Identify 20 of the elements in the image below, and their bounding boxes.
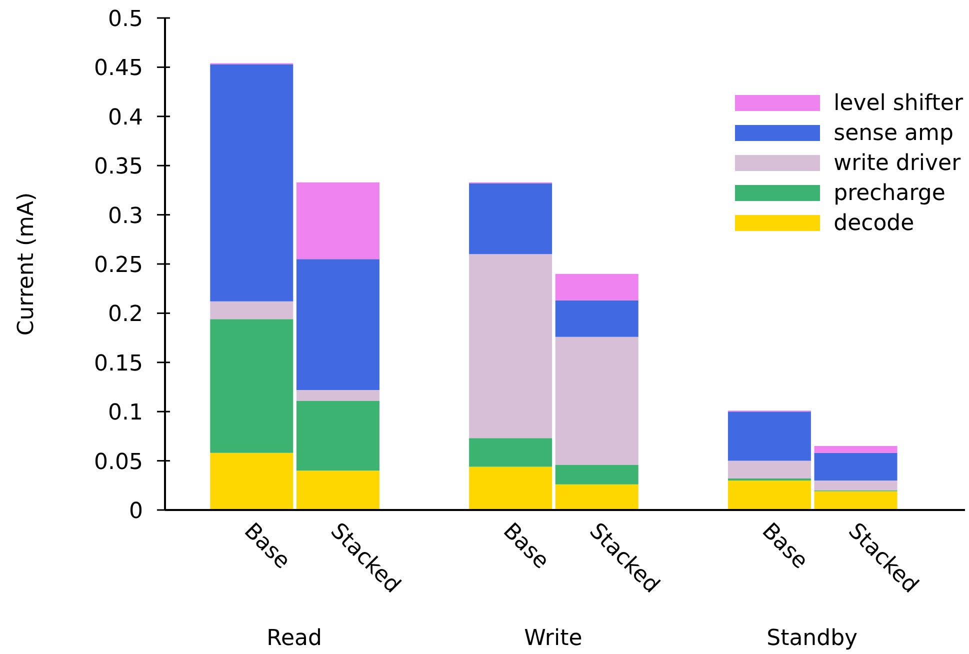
legend-label: decode (834, 210, 914, 236)
y-axis-title: Current (mA) (14, 192, 39, 336)
legend-label: level shifter (834, 90, 963, 116)
y-tick-label: 0.25 (94, 253, 143, 278)
y-tick-label: 0.2 (108, 302, 143, 328)
text: Standby (766, 626, 858, 651)
legend-label: sense amp (834, 120, 954, 146)
y-tick-label: 0.1 (108, 400, 143, 426)
y-tick-label: 0.3 (108, 204, 143, 229)
legend-label: write driver (834, 150, 961, 176)
y-tick-label: 0 (129, 499, 143, 524)
text: Read (266, 626, 322, 651)
text: Write (524, 626, 582, 651)
y-tick-label: 0.5 (108, 7, 143, 32)
y-tick-label: 0.4 (108, 105, 143, 130)
y-tick-label: 0.35 (94, 154, 143, 180)
legend-label: precharge (834, 180, 946, 206)
y-tick-label: 0.05 (94, 450, 143, 475)
y-tick-label: 0.15 (94, 351, 143, 376)
y-tick-label: 0.45 (94, 56, 143, 82)
